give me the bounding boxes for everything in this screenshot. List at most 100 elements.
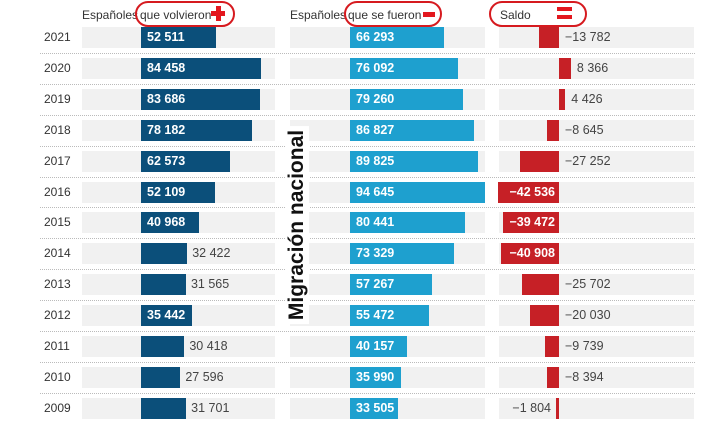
bar-volvieron — [141, 336, 185, 357]
row-separator — [40, 269, 695, 271]
year-label: 2020 — [44, 60, 71, 75]
data-label-fueron: 89 825 — [356, 153, 395, 168]
header-saldo: Saldo — [500, 8, 531, 22]
data-label-fueron: 73 329 — [356, 246, 395, 261]
bar-volvieron — [141, 119, 253, 141]
year-label: 2014 — [44, 246, 71, 261]
bar-saldo — [520, 150, 559, 172]
bar-volvieron — [141, 212, 200, 234]
data-label-saldo: −40 908 — [509, 246, 555, 261]
data-label-saldo: 4 426 — [571, 91, 603, 106]
bar-fueron — [350, 181, 485, 203]
data-label-saldo: −39 472 — [509, 215, 555, 230]
data-label-saldo: −8 645 — [565, 122, 604, 137]
year-label: 2019 — [44, 91, 71, 106]
bar-volvieron — [141, 243, 188, 265]
data-label-volvieron: 84 458 — [147, 60, 186, 75]
bar-saldo — [498, 181, 559, 203]
data-label-volvieron: 62 573 — [147, 153, 186, 168]
bar-volvieron — [141, 57, 262, 79]
bar-background — [499, 88, 694, 110]
bar-fueron — [350, 274, 432, 296]
bar-saldo — [559, 57, 571, 79]
row-separator — [40, 392, 695, 394]
data-label-volvieron: 78 182 — [147, 122, 186, 137]
bar-volvieron — [141, 274, 186, 296]
bar-volvieron — [141, 366, 181, 388]
data-label-volvieron: 27 596 — [185, 369, 224, 384]
data-label-fueron: 79 260 — [356, 91, 395, 106]
header-fueron: que se fueron — [348, 8, 422, 22]
data-label-fueron: 86 827 — [356, 122, 395, 137]
bar-fueron — [350, 212, 465, 234]
year-label: 2013 — [44, 277, 71, 292]
bar-saldo — [559, 88, 566, 110]
bar-saldo — [547, 366, 559, 388]
plus-icon-vertical — [216, 6, 221, 21]
data-label-volvieron: 40 968 — [147, 215, 186, 230]
year-label: 2021 — [44, 30, 71, 44]
bar-saldo — [530, 305, 559, 327]
bar-volvieron — [141, 88, 261, 110]
data-label-volvieron: 83 686 — [147, 91, 186, 106]
data-label-saldo: −20 030 — [565, 308, 611, 323]
bar-volvieron — [141, 305, 192, 327]
data-label-fueron: 94 645 — [356, 184, 395, 199]
data-label-volvieron: 30 418 — [189, 339, 228, 353]
data-label-fueron: 66 293 — [356, 30, 395, 44]
bar-saldo — [500, 243, 559, 265]
chart-title: Migración nacional — [285, 125, 309, 325]
bar-saldo — [556, 397, 559, 419]
row-separator — [40, 361, 695, 363]
year-label: 2011 — [44, 339, 70, 353]
row-separator — [40, 145, 695, 147]
data-label-volvieron: 31 565 — [190, 277, 230, 292]
bar-volvieron — [141, 150, 231, 172]
row-separator — [40, 207, 695, 209]
bar-fueron — [350, 305, 430, 327]
row-separator — [40, 114, 695, 116]
row-separator — [40, 300, 695, 302]
header-prefix-1: Españoles — [82, 8, 139, 22]
data-label-saldo: −25 702 — [565, 277, 611, 292]
data-label-saldo: −42 536 — [509, 184, 555, 199]
data-label-volvieron: 32 422 — [192, 246, 231, 261]
data-label-fueron: 80 441 — [356, 215, 395, 230]
data-label-volvieron: 52 511 — [147, 30, 185, 44]
bar-fueron — [350, 88, 463, 110]
header-oval-3 — [489, 1, 587, 27]
data-label-saldo: −9 739 — [565, 339, 604, 353]
row-separator — [40, 83, 695, 85]
row-separator — [40, 238, 695, 240]
data-label-saldo: 8 366 — [576, 60, 609, 75]
data-label-fueron: 33 505 — [356, 400, 395, 415]
bar-fueron — [350, 150, 478, 172]
bar-fueron — [350, 27, 445, 48]
bar-saldo — [502, 212, 559, 234]
header-prefix-2: Españoles — [290, 8, 347, 22]
data-label-saldo: −13 782 — [565, 30, 611, 44]
bar-volvieron — [141, 181, 216, 203]
bar-saldo — [545, 336, 559, 357]
equals-icon-top — [557, 7, 572, 11]
year-label: 2012 — [44, 308, 71, 323]
bar-volvieron — [141, 27, 216, 48]
bar-fueron — [350, 119, 474, 141]
bar-fueron — [350, 57, 459, 79]
bar-fueron — [350, 366, 402, 388]
row-separator — [40, 52, 695, 54]
data-label-fueron: 35 990 — [356, 369, 395, 384]
data-label-saldo: −1 804 — [512, 400, 551, 415]
data-label-volvieron: 31 701 — [191, 400, 230, 415]
bar-saldo — [546, 119, 559, 141]
equals-icon-bottom — [557, 15, 572, 19]
year-label: 2009 — [44, 400, 71, 415]
year-label: 2015 — [44, 215, 71, 230]
bar-background — [499, 397, 694, 419]
data-label-volvieron: 52 109 — [147, 184, 186, 199]
data-label-volvieron: 35 442 — [147, 308, 186, 323]
data-label-fueron: 55 472 — [356, 308, 395, 323]
year-label: 2018 — [44, 122, 71, 137]
data-label-fueron: 76 092 — [356, 60, 395, 75]
